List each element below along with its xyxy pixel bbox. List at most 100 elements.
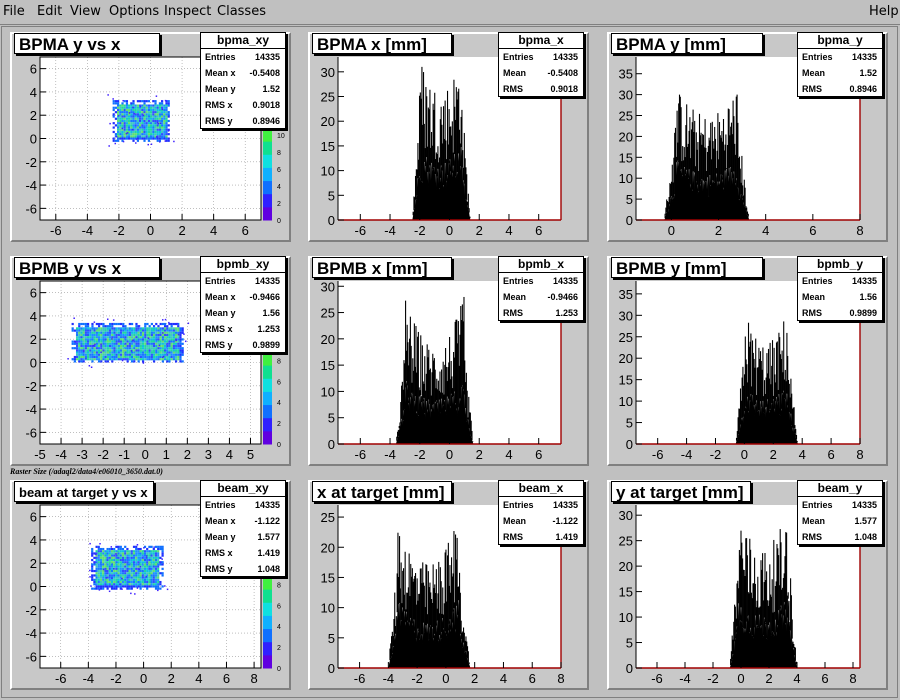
palette-label: 8 bbox=[277, 582, 281, 589]
menu-classes[interactable]: Classes bbox=[217, 4, 266, 19]
heatmap-cell bbox=[146, 331, 149, 334]
plot-title[interactable]: BPMB y [mm] bbox=[611, 257, 763, 278]
stats-value: -0.9466 bbox=[249, 292, 280, 302]
plot-title[interactable]: BPMA x [mm] bbox=[312, 33, 452, 54]
heatmap-cell bbox=[137, 547, 140, 551]
y-tick-label: 30 bbox=[619, 508, 633, 523]
heatmap-cell bbox=[82, 353, 85, 356]
plot-title[interactable]: BPMA y [mm] bbox=[611, 33, 763, 54]
plot-title[interactable]: BPMA y vs x bbox=[14, 33, 160, 54]
menu-file[interactable]: File bbox=[3, 4, 25, 19]
heatmap-cell bbox=[163, 353, 167, 356]
stats-key: RMS bbox=[802, 308, 822, 318]
stats-box[interactable]: bpmb_x Entries 14335 Mean -0.9466 RMS 1.253 bbox=[498, 256, 584, 321]
heatmap-cell bbox=[78, 322, 81, 326]
x-tick-label: -2 bbox=[414, 447, 426, 462]
menu-view[interactable]: View bbox=[70, 4, 101, 19]
stats-key: Mean bbox=[802, 292, 826, 302]
heatmap-cell bbox=[108, 550, 111, 553]
heatmap-cell bbox=[155, 333, 158, 337]
heatmap-cell bbox=[150, 133, 153, 136]
heatmap-cell bbox=[122, 327, 125, 330]
heatmap-cell bbox=[174, 353, 178, 356]
stats-box[interactable]: bpmb_y Entries 14335 Mean 1.56 RMS 0.9899 bbox=[797, 256, 883, 321]
stats-box[interactable]: beam_y Entries 14335 Mean 1.577 RMS 1.048 bbox=[797, 480, 883, 545]
x-tick-label: -6 bbox=[652, 447, 664, 462]
menu-edit[interactable]: Edit bbox=[37, 4, 63, 19]
heatmap-cell bbox=[132, 133, 135, 136]
plot-title[interactable]: BPMB x [mm] bbox=[312, 257, 452, 278]
heatmap-cell bbox=[150, 556, 153, 559]
heatmap-cell bbox=[80, 329, 83, 332]
heatmap-cell bbox=[144, 347, 147, 350]
heatmap-cell bbox=[126, 333, 129, 337]
plot-title[interactable]: x at target [mm] bbox=[312, 481, 452, 502]
heatmap-cell bbox=[124, 580, 127, 584]
heatmap-cell bbox=[126, 347, 129, 350]
heatmap-cell bbox=[89, 344, 92, 348]
heatmap-cell bbox=[106, 340, 109, 343]
y-tick-label: 35 bbox=[619, 67, 633, 82]
heatmap-cell bbox=[117, 122, 120, 125]
heatmap-cell bbox=[123, 137, 126, 140]
heatmap-cell bbox=[122, 329, 125, 332]
heatmap-cell bbox=[179, 331, 182, 334]
stats-key: RMS bbox=[802, 532, 822, 542]
heatmap-cell bbox=[146, 342, 149, 345]
heatmap-cell bbox=[172, 333, 175, 337]
heatmap-cell bbox=[143, 111, 146, 114]
heatmap-cell bbox=[148, 331, 151, 334]
heatmap-cell bbox=[134, 128, 137, 131]
stats-box[interactable]: bpma_x Entries 14335 Mean -0.5408 RMS 0.9018 bbox=[498, 32, 584, 97]
heatmap-cell bbox=[121, 550, 125, 553]
heatmap-cell bbox=[150, 554, 153, 557]
heatmap-cell bbox=[89, 327, 92, 330]
plot-title[interactable]: BPMB y vs x bbox=[14, 257, 160, 278]
heatmap-cell bbox=[150, 355, 153, 359]
heatmap-cell bbox=[126, 563, 129, 566]
x-tick-label: 2 bbox=[476, 223, 483, 238]
stats-row: Entries 14335 bbox=[499, 497, 583, 513]
plot-title[interactable]: beam at target y vs x bbox=[14, 481, 154, 502]
y-tick-label: 2 bbox=[30, 332, 37, 347]
menu-options[interactable]: Options bbox=[109, 4, 160, 19]
palette-label: 6 bbox=[277, 379, 281, 386]
stats-row: Mean x -1.122 bbox=[201, 513, 285, 529]
heatmap-cell bbox=[141, 558, 144, 562]
heatmap-cell bbox=[156, 115, 159, 118]
stats-box[interactable]: beam_xy Entries 14335 Mean x -1.122 Mean y 1.5… bbox=[200, 480, 286, 577]
heatmap-cell bbox=[152, 550, 155, 553]
heatmap-cell bbox=[170, 358, 173, 361]
heatmap-cell bbox=[121, 569, 125, 573]
heatmap-cell bbox=[119, 347, 123, 350]
heatmap-cell bbox=[82, 331, 85, 334]
stats-box[interactable]: bpmb_xy Entries 14335 Mean x -0.9466 Mean y 1.… bbox=[200, 256, 286, 353]
heatmap-cell bbox=[179, 353, 182, 356]
heatmap-cell bbox=[110, 550, 114, 553]
heatmap-cell bbox=[159, 333, 162, 337]
heatmap-cell bbox=[147, 137, 151, 140]
heatmap-cell bbox=[117, 113, 120, 116]
heatmap-cell bbox=[154, 565, 158, 568]
heatmap-cell bbox=[157, 545, 160, 548]
heatmap-cell bbox=[150, 128, 153, 131]
stats-box[interactable]: beam_x Entries 14335 Mean -1.122 RMS 1.419 bbox=[498, 480, 584, 545]
stats-box[interactable]: bpma_xy Entries 14335 Mean x -0.5408 Mean y 1.… bbox=[200, 32, 286, 129]
heatmap-cell bbox=[150, 122, 153, 125]
heatmap-cell bbox=[157, 585, 160, 588]
stats-box[interactable]: bpma_y Entries 14335 Mean 1.52 RMS 0.8946 bbox=[797, 32, 883, 97]
heatmap-cell bbox=[93, 353, 96, 356]
plot-title[interactable]: y at target [mm] bbox=[611, 481, 751, 502]
heatmap-cell bbox=[121, 554, 125, 557]
menu-help[interactable]: Help bbox=[869, 4, 899, 19]
heatmap-cell bbox=[154, 130, 157, 134]
heatmap-cell bbox=[119, 547, 122, 551]
heatmap-cell bbox=[147, 100, 151, 103]
heatmap-cell bbox=[126, 336, 129, 339]
heatmap-cell bbox=[91, 567, 94, 570]
menu-inspect[interactable]: Inspect bbox=[164, 4, 212, 19]
heatmap-cell bbox=[158, 133, 162, 136]
heatmap-cell bbox=[108, 344, 112, 348]
stats-value: 1.419 bbox=[257, 548, 280, 558]
